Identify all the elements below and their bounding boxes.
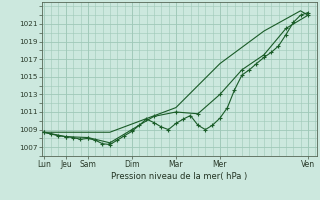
X-axis label: Pression niveau de la mer( hPa ): Pression niveau de la mer( hPa ) (111, 172, 247, 181)
